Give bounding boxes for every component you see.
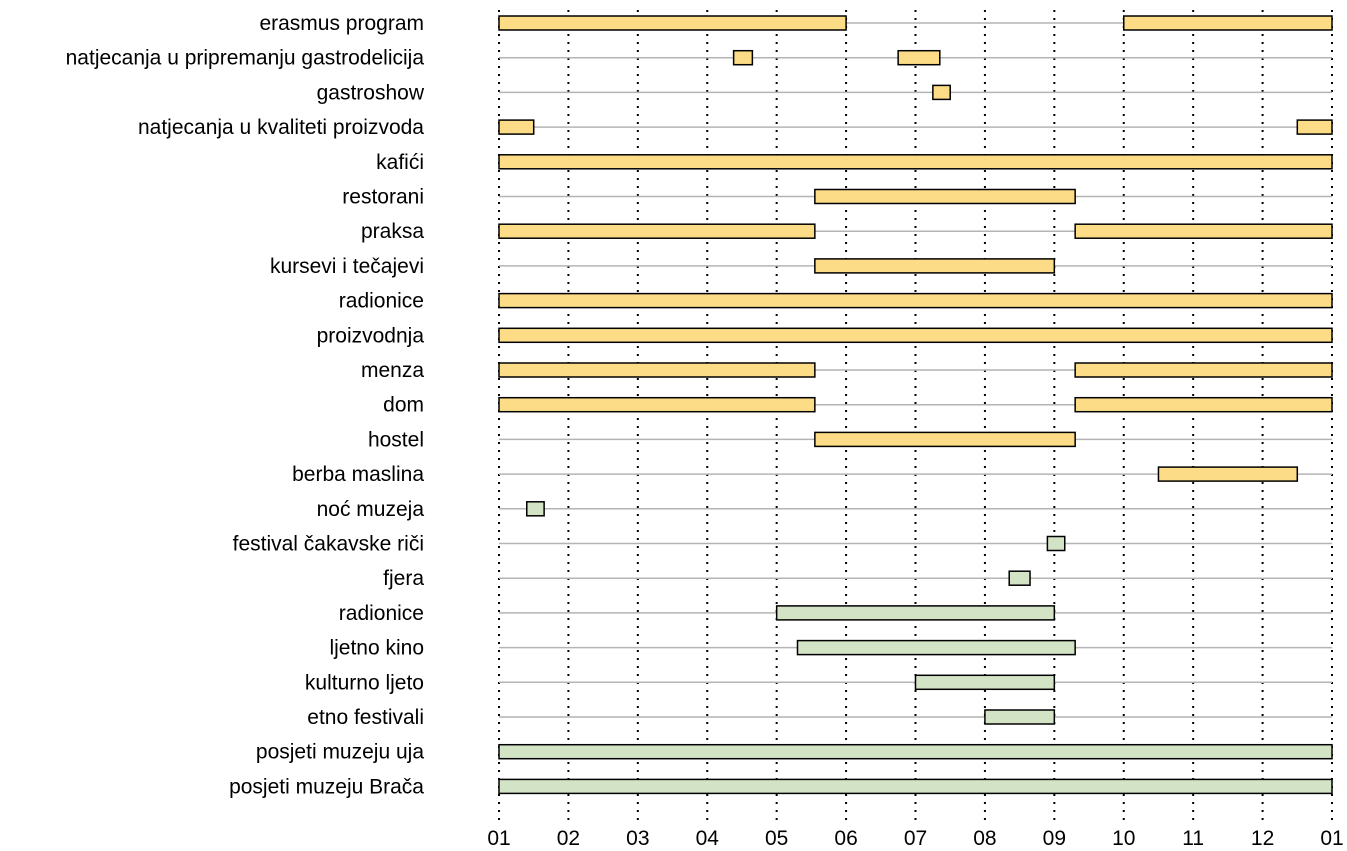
bar-yellow bbox=[498, 327, 1333, 344]
row-label: posjeti muzeju uja bbox=[256, 741, 424, 764]
x-tick-label: 07 bbox=[904, 827, 927, 850]
row-label: posjeti muzeju Brača bbox=[229, 775, 424, 798]
bar-yellow bbox=[1296, 119, 1333, 135]
x-tick-label: 05 bbox=[765, 827, 788, 850]
x-tick-label: 10 bbox=[1112, 827, 1135, 850]
bar-yellow bbox=[814, 431, 1076, 448]
row-label: kulturno ljeto bbox=[305, 671, 424, 694]
bar-yellow bbox=[498, 15, 847, 31]
x-tick-label: 01 bbox=[1320, 827, 1343, 850]
row-label: gastroshow bbox=[317, 81, 425, 104]
bar-yellow bbox=[732, 49, 754, 66]
bar-green bbox=[775, 605, 1056, 621]
row-label: fjera bbox=[383, 567, 424, 590]
bar-green bbox=[498, 743, 1333, 760]
bar-yellow bbox=[1123, 15, 1333, 31]
row-labels: erasmus program natjecanja u pripremanju … bbox=[66, 12, 425, 798]
row-label: natjecanja u kvaliteti proizvoda bbox=[138, 116, 424, 139]
x-tick-label: 04 bbox=[696, 827, 720, 850]
x-tick-label: 02 bbox=[557, 827, 580, 850]
row-label: ljetno kino bbox=[329, 637, 424, 660]
bar-yellow bbox=[1157, 466, 1299, 482]
row-label: festival čakavske riči bbox=[233, 533, 424, 556]
bar-yellow bbox=[932, 84, 951, 101]
bar-green bbox=[1008, 570, 1031, 586]
row-label: praksa bbox=[361, 220, 424, 243]
bar-yellow bbox=[498, 119, 535, 135]
bar-yellow bbox=[814, 188, 1076, 205]
bar-yellow bbox=[1074, 362, 1333, 378]
row-label: menza bbox=[361, 359, 424, 382]
x-tick-label: 11 bbox=[1182, 827, 1204, 850]
bar-green bbox=[984, 709, 1056, 725]
row-label: natjecanja u pripremanju gastrodelicija bbox=[66, 47, 425, 70]
bar-yellow bbox=[814, 258, 1056, 274]
row-label: noć muzeja bbox=[317, 498, 425, 521]
bar-green bbox=[526, 501, 545, 517]
row-label: berba maslina bbox=[292, 463, 424, 486]
row-label: erasmus program bbox=[259, 12, 424, 35]
x-tick-label: 03 bbox=[626, 827, 649, 850]
row-label: etno festivali bbox=[307, 706, 424, 729]
row-label: radionice bbox=[339, 602, 424, 625]
x-tick-label: 01 bbox=[487, 827, 510, 850]
row-label: kafići bbox=[376, 151, 424, 174]
row-label: radionice bbox=[339, 290, 424, 313]
bar-yellow bbox=[498, 292, 1333, 309]
row-label: kursevi i tečajevi bbox=[270, 255, 424, 278]
bar-yellow bbox=[897, 49, 941, 66]
bar-yellow bbox=[1074, 223, 1333, 239]
vertical-gridlines bbox=[498, 10, 1333, 822]
bar-green bbox=[1046, 535, 1066, 552]
row-label: proizvodnja bbox=[317, 324, 425, 347]
bar-green bbox=[914, 674, 1056, 691]
x-tick-label: 06 bbox=[834, 827, 857, 850]
bar-yellow bbox=[498, 396, 816, 413]
x-tick-label: 09 bbox=[1043, 827, 1066, 850]
row-label: restorani bbox=[342, 186, 424, 209]
bar-green bbox=[796, 639, 1076, 656]
bar-yellow bbox=[1074, 396, 1333, 413]
bar-yellow bbox=[498, 154, 1333, 170]
row-label: hostel bbox=[368, 428, 424, 451]
bar-green bbox=[498, 778, 1333, 795]
x-tick-label: 08 bbox=[973, 827, 996, 850]
bar-yellow bbox=[498, 223, 816, 239]
row-label: dom bbox=[383, 394, 424, 417]
x-tick-label: 12 bbox=[1251, 827, 1274, 850]
x-tick-labels: 01 02 03 04 05 06 07 08 09 10 11 12 01 bbox=[487, 827, 1343, 850]
bars bbox=[498, 15, 1333, 795]
bar-yellow bbox=[498, 362, 816, 378]
